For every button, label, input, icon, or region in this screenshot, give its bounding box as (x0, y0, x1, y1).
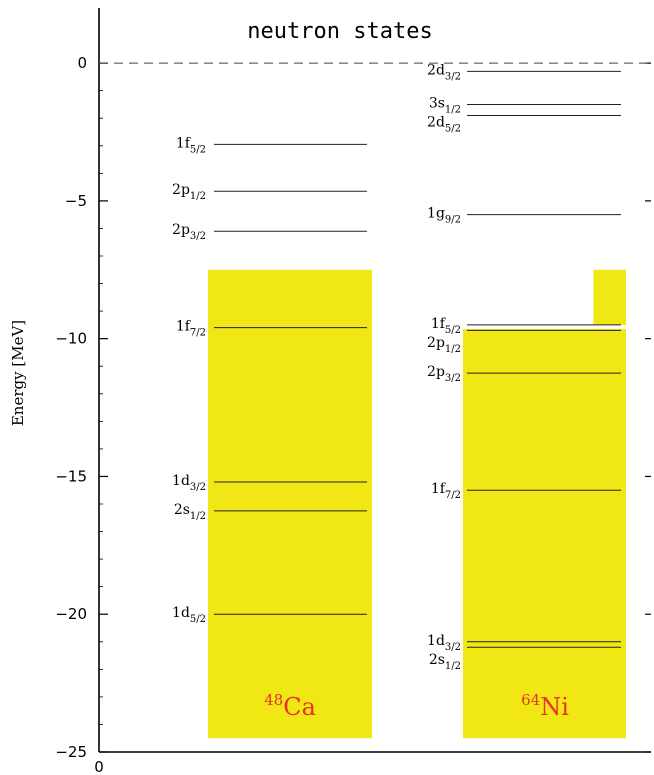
level-label: 1g9/2 (427, 206, 461, 226)
y-tick-label: −15 (55, 467, 87, 485)
y-axis-label: Energy [MeV] (9, 320, 27, 426)
y-tick-label: −20 (55, 605, 87, 623)
level-label: 1f5/2 (431, 316, 461, 336)
x-tick-label: 0 (94, 758, 104, 775)
energy-levels: 1f5/22p1/22p3/21f7/21d3/22s1/21d5/248Ca2… (172, 62, 621, 721)
partial-filled-region (593, 269, 626, 325)
level-label: 2d5/2 (427, 114, 461, 134)
filled-shell-region (208, 269, 372, 739)
filled-regions (208, 269, 626, 739)
level-label: 2p1/2 (427, 335, 461, 355)
nucleus-label: 48Ca (264, 691, 316, 721)
y-tick-label: −25 (55, 743, 87, 761)
level-label: 3s1/2 (429, 95, 461, 115)
filled-shell-region (463, 329, 626, 739)
level-label: 2s1/2 (174, 502, 206, 522)
level-label: 2s1/2 (429, 652, 461, 672)
level-label: 2p3/2 (427, 364, 461, 384)
y-tick-label: 0 (77, 54, 87, 72)
level-label: 1d5/2 (172, 605, 206, 625)
level-label: 1f7/2 (431, 481, 461, 501)
level-label: 1d3/2 (172, 473, 206, 493)
y-tick-label: −5 (65, 192, 87, 210)
level-label: 1d3/2 (427, 633, 461, 653)
nucleus-label: 64Ni (521, 691, 569, 721)
level-label: 2d3/2 (427, 62, 461, 82)
level-label: 2p3/2 (172, 222, 206, 242)
level-label: 1f5/2 (176, 135, 206, 155)
level-label: 1f7/2 (176, 319, 206, 339)
level-label: 2p1/2 (172, 182, 206, 202)
axes: 0 −5 −10 −15 −20 −25 0 (55, 8, 651, 775)
chart-title: neutron states (247, 19, 432, 44)
y-tick-label: −10 (55, 330, 87, 348)
